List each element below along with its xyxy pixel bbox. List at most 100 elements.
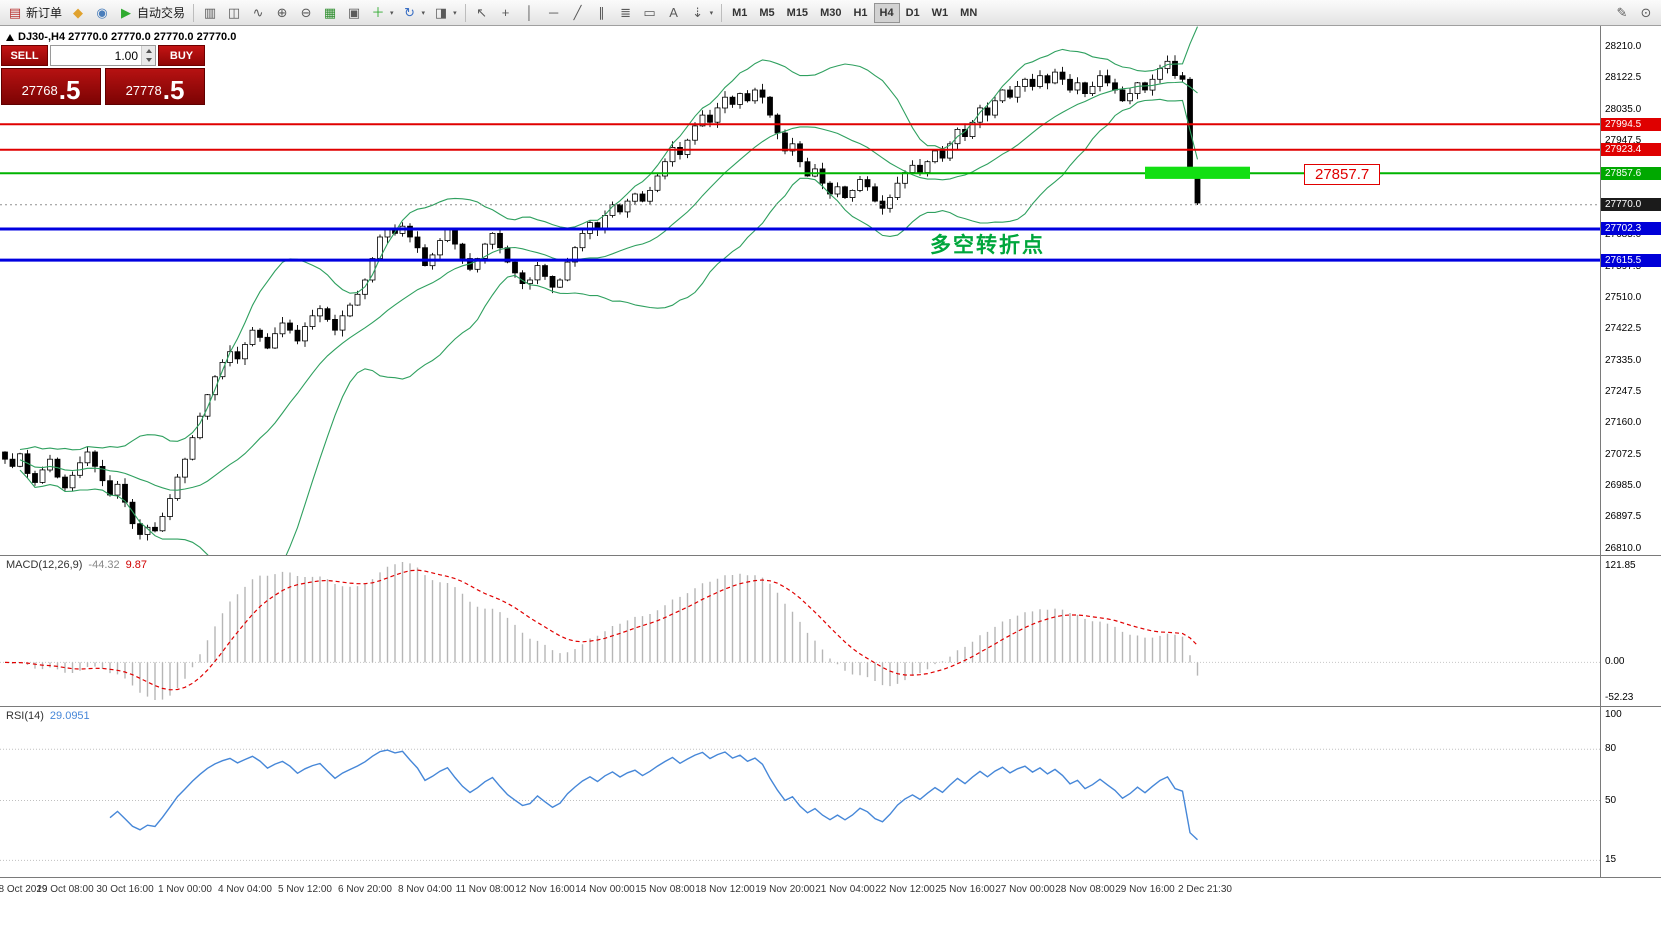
bollinger-upper-band [19, 26, 1199, 451]
main-price-chart[interactable] [0, 26, 1600, 555]
zoom-out-icon[interactable]: ⊖ [294, 2, 318, 24]
rsi-value: 29.0951 [49, 710, 90, 722]
panel-separator[interactable] [0, 877, 1661, 878]
dropdown-caret-icon[interactable]: ▾ [453, 9, 457, 17]
search-icon[interactable]: ⊙ [1634, 2, 1658, 24]
price-axis[interactable]: 28210.028122.528035.027947.527860.027772… [1600, 26, 1661, 878]
sell-price-pips: .5 [58, 75, 81, 106]
timeframe-w1[interactable]: W1 [931, 6, 949, 19]
price-axis-tick: 28035.0 [1605, 104, 1642, 115]
sell-button[interactable]: SELL [1, 45, 48, 66]
line-chart-icon[interactable]: ∿ [246, 2, 270, 24]
timeframe-d1[interactable]: D1 [905, 6, 920, 19]
dropdown-caret-icon[interactable]: ▾ [390, 9, 394, 17]
candlestick-chart-icon[interactable]: ◫ [222, 2, 246, 24]
time-axis-label: 25 Nov 16:00 [935, 884, 995, 895]
fibonacci-icon: ≣ [620, 5, 632, 20]
timeframe-mn[interactable]: MN [960, 6, 978, 19]
zoom-in-icon[interactable]: ⊕ [270, 2, 294, 24]
chart-window[interactable]: DJ30-,H4 27770.0 27770.0 27770.0 27770.0… [0, 26, 1661, 949]
price-axis-tick: 26897.5 [1605, 511, 1642, 522]
dropdown-caret-icon[interactable]: ▾ [709, 9, 714, 17]
new-order-button-label: 新订单 [26, 6, 63, 20]
bar-chart-icon[interactable]: ▥ [198, 2, 222, 24]
price-axis-tick: 27422.5 [1605, 323, 1642, 334]
trendline-icon[interactable]: ╱ [566, 2, 590, 24]
collapse-triangle-icon[interactable] [6, 33, 14, 41]
tile-windows-icon[interactable]: ▦ [318, 2, 342, 24]
turning-point-annotation[interactable]: 多空转折点 [930, 234, 1045, 257]
price-axis-tick: 28122.5 [1605, 72, 1642, 83]
dropdown-caret-icon[interactable]: ▾ [421, 9, 426, 17]
price-axis-tick: 27947.5 [1605, 135, 1642, 146]
volume-spinner[interactable] [141, 46, 155, 65]
rsi-panel-chart[interactable] [0, 707, 1600, 877]
channel-icon[interactable]: ∥ [590, 2, 614, 24]
buy-button[interactable]: BUY [158, 45, 205, 66]
sell-price-panel[interactable]: 27768 .5 [1, 68, 101, 105]
metaeditor-icon: ◆ [73, 5, 84, 20]
metaeditor-icon[interactable]: ◆ [66, 2, 90, 24]
time-axis-label: 4 Nov 04:00 [218, 884, 272, 895]
chart-properties-icon[interactable]: ◨ ▾ [429, 2, 461, 24]
price-tag: 27615.5 [1601, 254, 1661, 267]
rsi-line [109, 749, 1198, 841]
search-icon: ⊙ [1640, 5, 1652, 20]
autotrading-button[interactable]: ▶ 自动交易 [114, 2, 189, 24]
panel-separator[interactable] [0, 555, 1661, 556]
time-axis-label: 8 Nov 04:00 [398, 884, 452, 895]
time-axis-label: 12 Nov 16:00 [515, 884, 575, 895]
bollinger-lower-band [19, 98, 1199, 555]
timeframe-m5[interactable]: M5 [759, 6, 775, 19]
timeframe-h4[interactable]: H4 [873, 2, 900, 23]
spinner-down-icon[interactable] [142, 55, 155, 65]
new-order-button[interactable]: ▤ 新订单 [3, 2, 66, 24]
symbol-ohlc-text: DJ30-,H4 27770.0 27770.0 27770.0 27770.0 [18, 31, 237, 43]
time-axis-label: 21 Nov 04:00 [815, 884, 875, 895]
time-axis-label: 27 Nov 00:00 [995, 884, 1055, 895]
fibonacci-icon[interactable]: ≣ [614, 2, 638, 24]
arrows-icon[interactable]: ⇣ ▾ [686, 2, 718, 24]
panel-separator[interactable] [0, 706, 1661, 707]
horizontal-line-icon[interactable]: ─ [542, 2, 566, 24]
buy-price-panel[interactable]: 27778 .5 [105, 68, 205, 105]
price-label-annotation[interactable]: 27857.7 [1304, 164, 1381, 185]
time-axis-label: 30 Oct 16:00 [96, 884, 154, 895]
timeframe-m30[interactable]: M30 [820, 6, 842, 19]
cascade-windows-icon[interactable]: ▣ [342, 2, 366, 24]
timeframe-m15[interactable]: M15 [786, 6, 809, 19]
price-axis-tick: 27072.5 [1605, 449, 1642, 460]
volume-input[interactable]: 1.00 [50, 45, 156, 66]
indicators-icon[interactable]: ＋ ▾ [366, 2, 398, 24]
cursor-icon[interactable]: ↖ [470, 2, 494, 24]
horizontal-line-icon: ─ [548, 5, 559, 20]
edit-icon[interactable]: ✎ [1610, 2, 1634, 24]
shapes-icon: ▭ [643, 5, 656, 20]
volume-value: 1.00 [114, 49, 138, 63]
navigator-icon: ↻ [404, 5, 415, 20]
timeframe-h1[interactable]: H1 [853, 6, 868, 19]
zoom-in-icon: ⊕ [276, 5, 288, 20]
navigator-icon[interactable]: ↻ ▾ [398, 2, 430, 24]
market-icon[interactable]: ◉ [90, 2, 114, 24]
rsi-axis-label: 50 [1605, 795, 1617, 806]
symbol-ohlc-info: DJ30-,H4 27770.0 27770.0 27770.0 27770.0 [6, 31, 236, 43]
vertical-line-icon[interactable]: │ [518, 2, 542, 24]
highlight-rectangle-object[interactable] [1145, 166, 1250, 179]
shapes-icon[interactable]: ▭ [638, 2, 662, 24]
sell-price-main: 27768 [21, 83, 58, 98]
time-axis-label: 14 Nov 00:00 [575, 884, 635, 895]
rsi-indicator-label: RSI(14) 29.0951 [6, 710, 90, 722]
macd-axis-label: -52.23 [1605, 692, 1634, 703]
price-tag: 27857.6 [1601, 167, 1661, 180]
text-icon[interactable]: A [662, 2, 686, 24]
timeframe-m1[interactable]: M1 [732, 6, 748, 19]
time-axis-label: 5 Nov 12:00 [278, 884, 332, 895]
tile-windows-icon: ▦ [323, 5, 337, 20]
macd-panel-chart[interactable] [0, 556, 1600, 706]
spinner-up-icon[interactable] [142, 46, 155, 56]
crosshair-icon[interactable]: + [494, 2, 518, 24]
price-axis-tick: 27160.0 [1605, 417, 1642, 428]
new-order-button-icon: ▤ [8, 5, 22, 20]
